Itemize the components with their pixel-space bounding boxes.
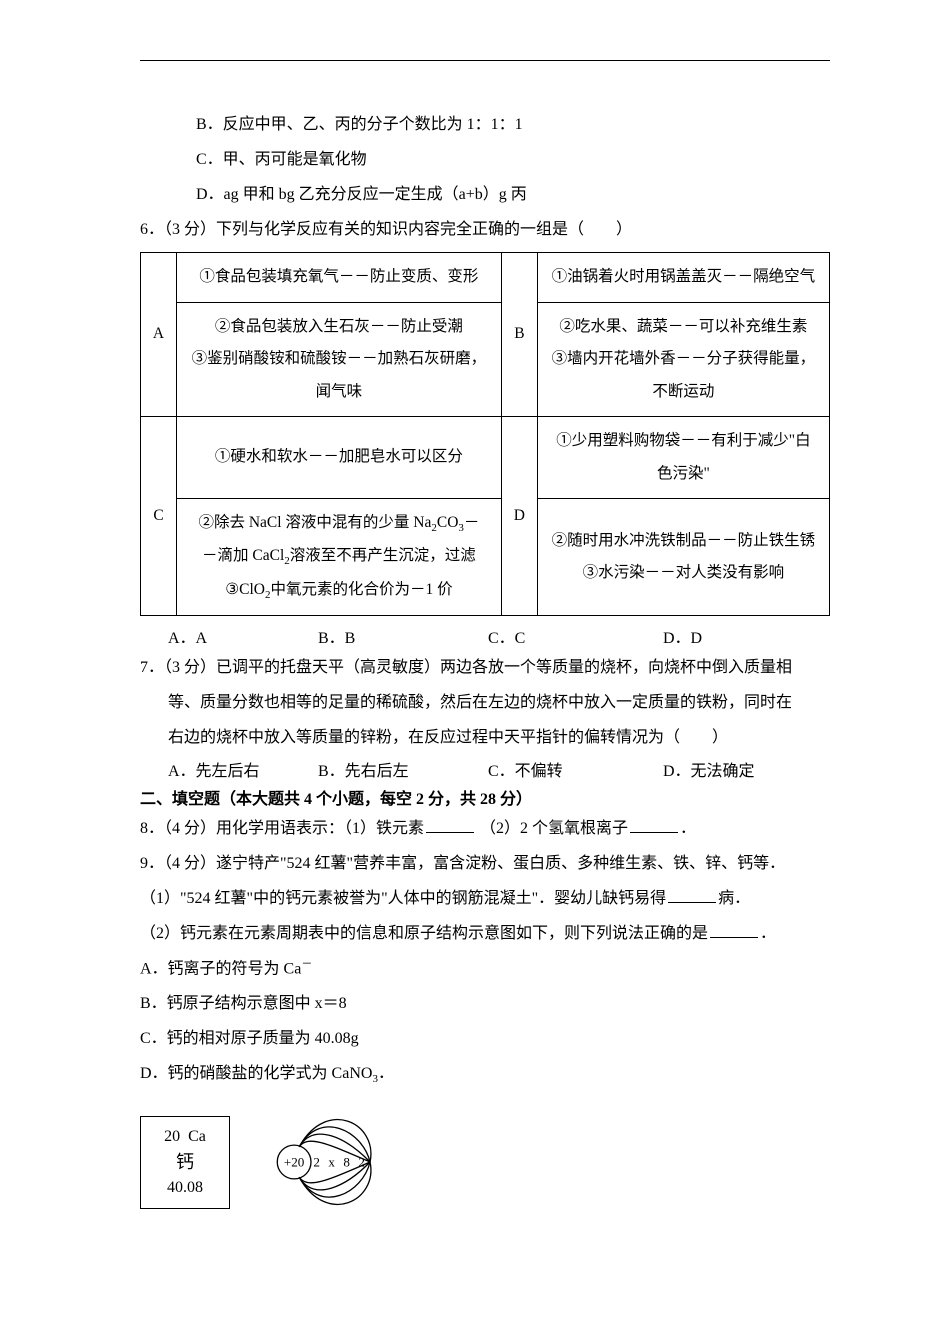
table-row: A ①食品包装填充氧气－－防止变质、变形 B ①油锅着火时用锅盖盖灭－－隔绝空气 [141,253,830,303]
q5-opt-b: B．反应中甲、乙、丙的分子个数比为 1：1：1 [140,109,830,141]
q9-l2a: （1）"524 红薯"中的钙元素被誉为"人体中的钢筋混凝土"．婴幼儿缺钙易得 [140,890,666,907]
q7-options: A．先左后右 B．先右后左 C．不偏转 D．无法确定 [140,757,830,781]
q6-label-c: C [141,417,177,616]
q9-db: ． [378,1065,394,1082]
q6-a3b-text: 闻气味 [316,383,363,400]
q6-c2a: ②除去 NaCl 溶液中混有的少量 Na [198,514,431,531]
q7-opt-a: A．先左后右 [168,757,318,781]
minus-sup: － [301,958,312,970]
svg-text:x: x [328,1155,335,1170]
q6-cell-d23: ②随时用水冲洗铁制品－－防止铁生锈 ③水污染－－对人类没有影响 [537,499,829,616]
q7-opt-c: C．不偏转 [488,757,663,781]
blank-fill [426,817,474,833]
q9-opt-b: B．钙原子结构示意图中 x＝8 [140,988,830,1020]
q8-l1a: 8．（4 分）用化学用语表示：（1）铁元素 [140,820,424,837]
atomic-number: 20 [164,1128,180,1145]
q6-opt-a: A．A [168,624,318,648]
blank-fill [710,922,758,938]
q6-cell-b1: ①油锅着火时用锅盖盖灭－－隔绝空气 [537,253,829,303]
q9-line2: （1）"524 红薯"中的钙元素被誉为"人体中的钢筋混凝土"．婴幼儿缺钙易得 病． [140,883,830,915]
table-row: ②除去 NaCl 溶液中混有的少量 Na2CO3－ －滴加 CaCl2溶液至不再… [141,499,830,616]
q9-line3: （2）钙元素在元素周期表中的信息和原子结构示意图如下，则下列说法正确的是 ． [140,918,830,950]
svg-text:2: 2 [358,1155,365,1170]
element-info-box: 20 Ca 钙 40.08 [140,1116,230,1209]
q6-label-d: D [501,417,537,616]
table-row: ②食品包装放入生石灰－－防止受潮 ③鉴别硝酸铵和硫酸铵－－加熟石灰研磨， 闻气味… [141,302,830,417]
q6-a2-text: ②食品包装放入生石灰－－防止受潮 [215,318,463,335]
q9-opt-a: A．钙离子的符号为 Ca－ [140,953,830,985]
q6-c2b: CO [437,514,459,531]
q9-l3a: （2）钙元素在元素周期表中的信息和原子结构示意图如下，则下列说法正确的是 [140,925,708,942]
q6-opt-d: D．D [663,624,702,648]
header-rule [140,60,830,61]
q6-label-b: B [501,253,537,417]
q5-opt-c: C．甲、丙可能是氧化物 [140,144,830,176]
svg-text:8: 8 [343,1155,350,1170]
q8-line: 8．（4 分）用化学用语表示：（1）铁元素 （2）2 个氢氧根离子 ． [140,813,830,845]
q6-stem: 6．（3 分）下列与化学反应有关的知识内容完全正确的一组是（ ） [140,214,830,246]
q6-cell-b23: ②吃水果、蔬菜－－可以补充维生素 ③墙内开花墙外香－－分子获得能量， 不断运动 [537,302,829,417]
q6-opt-c: C．C [488,624,663,648]
q9-opt-d: D．钙的硝酸盐的化学式为 CaNO3． [140,1058,830,1090]
q6-cell-d1: ①少用塑料购物袋－－有利于减少"白 色污染" [537,417,829,499]
q7-line1: 7．（3 分）已调平的托盘天平（高灵敏度）两边各放一个等质量的烧杯，向烧杯中倒入… [140,652,830,684]
q9-da: D．钙的硝酸盐的化学式为 CaNO [140,1065,372,1082]
element-top-row: 20 Ca [145,1125,225,1149]
q6-c3a: ③ClO [225,581,265,598]
q6-cell-c1: ①硬水和软水－－加肥皂水可以区分 [177,417,502,499]
q8-l1b: （2）2 个氢氧根离子 [480,820,628,837]
q9-a-text: A．钙离子的符号为 Ca [140,960,301,977]
q7-opt-b: B．先右后左 [318,757,488,781]
q6-c2d: －滴加 CaCl [202,547,284,564]
q6-label-a: A [141,253,177,417]
q8-l1c: ． [680,820,696,837]
q6-table: A ①食品包装填充氧气－－防止变质、变形 B ①油锅着火时用锅盖盖灭－－隔绝空气… [140,252,830,616]
svg-text:2: 2 [313,1155,320,1170]
q9-opt-c: C．钙的相对原子质量为 40.08g [140,1023,830,1055]
q6-d2-text: ②随时用水冲洗铁制品－－防止铁生锈 [552,532,816,549]
q6-d3-text: ③水污染－－对人类没有影响 [583,564,785,581]
q6-a3t-text: ③鉴别硝酸铵和硫酸铵－－加熟石灰研磨， [192,350,487,367]
q6-c2e: 溶液至不再产生沉淀，过滤 [290,547,476,564]
q7-line3: 右边的烧杯中放入等质量的锌粉，在反应过程中天平指针的偏转情况为（ ） [140,722,830,754]
blank-fill [668,887,716,903]
atomic-mass: 40.08 [145,1176,225,1200]
element-symbol: Ca [188,1128,206,1145]
q5-opt-d: D．ag 甲和 bg 乙充分反应一定生成（a+b）g 丙 [140,179,830,211]
q6-b2-text: ②吃水果、蔬菜－－可以补充维生素 [559,318,807,335]
q6-c2c: － [464,514,480,531]
q6-d1b-text: 色污染" [657,465,710,482]
q6-c3b: 中氧元素的化合价为－1 价 [270,581,452,598]
q9-line1: 9．（4 分）遂宁特产"524 红薯"营养丰富，富含淀粉、蛋白质、多种维生素、铁… [140,848,830,880]
q9-diagrams: 20 Ca 钙 40.08 +202x82 [140,1102,830,1222]
element-name: 钙 [145,1149,225,1176]
q6-b3b-text: 不断运动 [652,383,714,400]
q7-opt-d: D．无法确定 [663,757,755,781]
q9-l3b: ． [760,925,776,942]
q6-b3t-text: ③墙内开花墙外香－－分子获得能量， [552,350,816,367]
q6-opt-b: B．B [318,624,488,648]
atom-structure-diagram: +202x82 [266,1102,416,1222]
q6-cell-a1: ①食品包装填充氧气－－防止变质、变形 [177,253,502,303]
q6-d1t-text: ①少用塑料购物袋－－有利于减少"白 [556,432,810,449]
q7-line2: 等、质量分数也相等的足量的稀硫酸，然后在左边的烧杯中放入一定质量的铁粉，同时在 [140,687,830,719]
section-2-title: 二、填空题（本大题共 4 个小题，每空 2 分，共 28 分） [140,785,830,809]
q6-cell-a23: ②食品包装放入生石灰－－防止受潮 ③鉴别硝酸铵和硫酸铵－－加熟石灰研磨， 闻气味 [177,302,502,417]
q9-l2b: 病． [718,890,750,907]
table-row: C ①硬水和软水－－加肥皂水可以区分 D ①少用塑料购物袋－－有利于减少"白 色… [141,417,830,499]
blank-fill [630,817,678,833]
svg-text:+20: +20 [284,1155,305,1170]
q6-cell-c23: ②除去 NaCl 溶液中混有的少量 Na2CO3－ －滴加 CaCl2溶液至不再… [177,499,502,616]
q6-options: A．A B．B C．C D．D [140,624,830,648]
